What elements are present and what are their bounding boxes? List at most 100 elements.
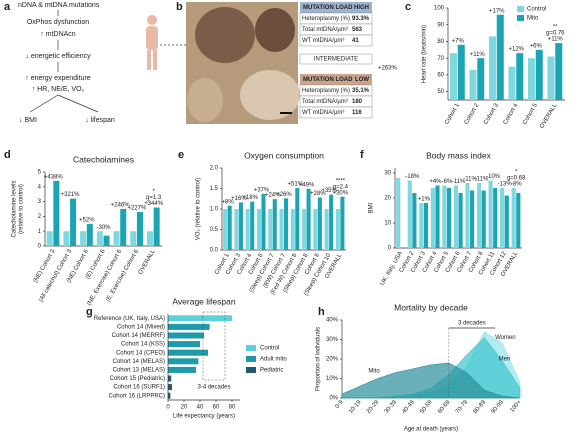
table-cell: WT mtDNA/µm³ — [302, 38, 344, 44]
x-tick-label: 40-49 — [401, 399, 416, 415]
bar — [555, 43, 563, 100]
y-tick-label: 10 — [384, 221, 391, 227]
bar — [46, 231, 53, 246]
bar — [63, 231, 70, 246]
bar — [446, 188, 452, 248]
annotation: +321% — [61, 192, 81, 198]
body-icon — [146, 15, 158, 70]
table-cell: 93.3% — [352, 16, 370, 22]
y-tick-label: 1.0 — [210, 207, 219, 213]
table-cell: 180 — [352, 99, 363, 105]
x-tick-label: 80-89 — [473, 399, 488, 415]
table-cell: 41 — [352, 38, 359, 44]
annotation-box — [202, 311, 226, 381]
legend-label: Pediatric — [260, 368, 283, 374]
bar — [295, 188, 300, 250]
table-cell: 563 — [352, 27, 363, 33]
y-tick-label: 40% — [326, 318, 339, 324]
x-tick-label: 80 — [229, 405, 236, 411]
bar — [335, 209, 340, 250]
bar — [168, 315, 232, 322]
annotation: ** — [553, 25, 558, 31]
x-tick-label: 0 — [166, 405, 170, 411]
y-tick-label: 2 — [38, 214, 42, 220]
bar — [412, 193, 417, 248]
bar — [469, 69, 477, 100]
bar — [168, 392, 171, 399]
intermediate-text: INTERMEDIATE — [314, 57, 358, 63]
step: OxPhos dysfunction — [27, 19, 89, 26]
arrows — [29, 10, 99, 113]
bar — [227, 205, 232, 250]
bar — [306, 188, 311, 250]
table-cell: Total mtDNA/µm³ — [302, 99, 348, 105]
y-tick-label: 0 — [38, 244, 42, 250]
y-tick-label: Cohort 15 (Pediatric) — [110, 376, 165, 382]
table-row — [299, 106, 373, 119]
legend-label: Adult mito — [260, 357, 287, 363]
annotation: +344% — [144, 201, 164, 207]
table-cell: WT mtDNA/µm³ — [302, 110, 344, 116]
table-cell: Heteroplasmy (%) — [302, 88, 350, 94]
panel-letter: a — [4, 1, 11, 13]
y-tick-label: 0.5 — [210, 227, 219, 233]
chart-title: Oxygen consumption — [244, 150, 324, 160]
micrograph — [186, 2, 300, 124]
y-axis-title: Proportion of individuals — [316, 327, 322, 391]
annotation: +24% — [265, 193, 281, 199]
x-tick-label: 10-19 — [348, 399, 363, 415]
y-tick-label: 2.0 — [210, 166, 219, 172]
bar — [168, 384, 172, 391]
annotation: +4% — [429, 179, 442, 185]
annotation: +28% — [310, 191, 326, 197]
annotation: +7% — [452, 38, 465, 44]
legend-swatch — [246, 356, 256, 362]
outcome: ↓ lifespan — [85, 117, 115, 124]
y-tick-label: 4 — [38, 184, 42, 190]
bar — [396, 178, 401, 248]
bar — [465, 183, 470, 248]
x-tick-label: 90-99 — [490, 399, 505, 415]
annotation: g=0.68 — [507, 176, 526, 182]
annotation: +17% — [489, 8, 505, 14]
panel-letter: f — [360, 149, 364, 161]
x-tick-label: 30-39 — [384, 399, 399, 415]
x-tick-label: 60-69 — [437, 399, 452, 415]
y-axis-title: Catecholamine levels — [12, 180, 18, 237]
chart-title: Mortality by decade — [394, 302, 468, 312]
bar — [279, 209, 284, 250]
y-tick-label: Cohort 16 (LRPPRC) — [109, 393, 165, 399]
x-tick-label: Cohort 1 — [444, 102, 461, 126]
bar — [113, 231, 120, 246]
step: ↑ mtDNAcn — [40, 31, 76, 38]
bar — [245, 209, 250, 250]
y-axis-title: BMI — [369, 202, 375, 213]
x-tick-label: 20-29 — [366, 399, 381, 415]
table-cell: 116 — [352, 110, 362, 116]
y-tick-label: 20 — [384, 196, 391, 202]
bar — [324, 209, 329, 250]
table-row — [299, 34, 373, 47]
panel-letter: d — [4, 149, 11, 161]
panel-letter: h — [318, 306, 325, 318]
y-tick-label: Cohort 14 (Mixed) — [117, 324, 165, 330]
y-tick-label: 60 — [437, 72, 444, 78]
bar — [496, 14, 504, 100]
x-tick-label: 0-9 — [335, 399, 346, 410]
y-tick-label: 0 — [388, 246, 392, 252]
bar — [153, 207, 160, 246]
annotation: +1% — [418, 197, 431, 203]
bar — [481, 190, 486, 248]
annotation: +51% — [288, 182, 304, 188]
bar — [234, 209, 239, 250]
legend-label: Control — [527, 7, 546, 13]
x-tick-label: OVERALL — [539, 102, 558, 130]
legend-swatch — [246, 367, 256, 373]
x-tick-label: Cohort 4 — [503, 102, 520, 126]
table-cell: Total mtDNA/µm³ — [302, 27, 348, 33]
annotation: +37% — [254, 187, 270, 193]
y-tick-label: 10% — [326, 376, 339, 382]
chart-title: Average lifespan — [172, 296, 235, 306]
x-tick-label: 100+ — [509, 399, 523, 414]
